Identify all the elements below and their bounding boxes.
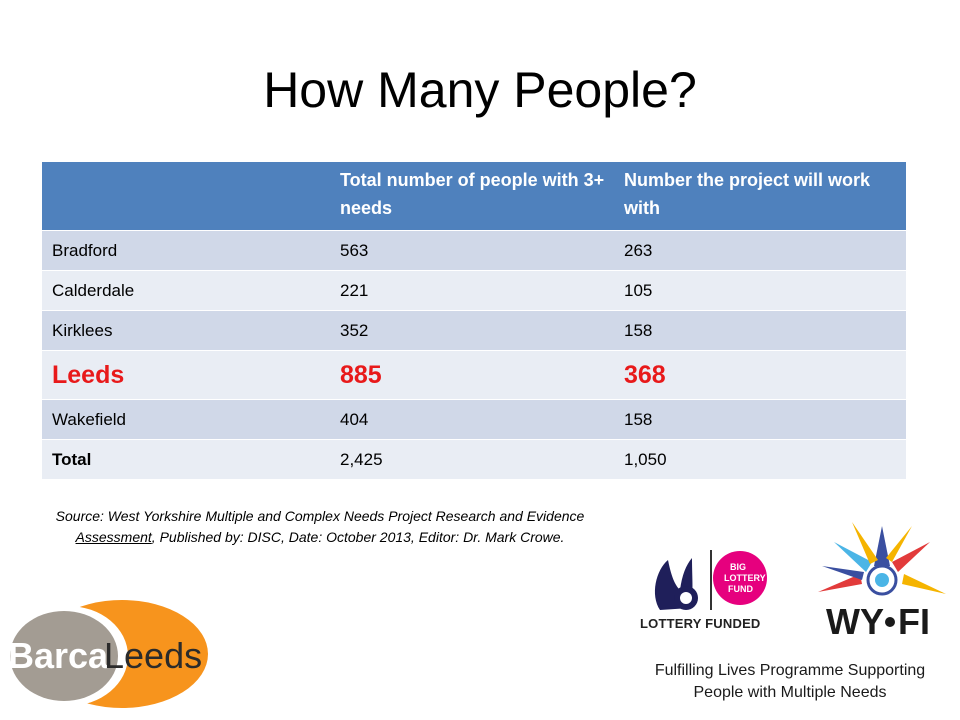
programme-tagline: Fulfilling Lives Programme Supporting Pe… [640,660,940,704]
total-cell: 221 [332,270,620,311]
project-cell: 263 [620,230,906,271]
table-row: Kirklees 352 158 [42,310,906,351]
area-cell: Total [42,439,332,479]
header-total-people: Total number of people with 3+ needs [332,162,620,231]
table-row-highlighted: Leeds 885 368 [42,350,906,400]
source-assessment-link[interactable]: Assessment [75,529,152,545]
table-row: Bradford 563 263 [42,230,906,271]
total-cell: 563 [332,230,620,271]
source-line-2: , Published by: DISC, Date: October 2013… [151,529,565,545]
star-burst-icon [818,522,946,594]
project-cell: 158 [620,310,906,351]
fi-text: FI [898,601,930,642]
total-cell: 404 [332,399,620,440]
project-cell: 158 [620,399,906,440]
wy-text: WY [826,601,884,642]
area-cell: Calderdale [42,270,332,311]
project-cell: 368 [620,350,906,400]
programme-line-2: People with Multiple Needs [693,684,887,701]
project-cell: 105 [620,270,906,311]
area-cell: Bradford [42,230,332,271]
wyfi-logo: WY FI [818,522,946,642]
barcaleeds-logo: Barca Leeds [8,600,208,708]
big-lottery-fund-icon [713,551,767,605]
project-cell: 1,050 [620,439,906,479]
table-row: Wakefield 404 158 [42,399,906,440]
lottery-logo: BIG LOTTERY FUND [654,550,767,610]
total-cell: 885 [332,350,620,400]
area-cell: Kirklees [42,310,332,351]
source-line-1: Source: West Yorkshire Multiple and Comp… [55,508,585,524]
header-project-number: Number the project will work with [620,162,906,231]
leeds-text: Leeds [104,635,202,676]
header-area [42,162,332,231]
source-citation: Source: West Yorkshire Multiple and Comp… [20,506,620,548]
lottery-text: LOTTERY [724,573,766,583]
total-cell: 352 [332,310,620,351]
total-cell: 2,425 [332,439,620,479]
programme-line-1: Fulfilling Lives Programme Supporting [654,662,926,679]
needs-table: Total number of people with 3+ needs Num… [42,162,906,479]
fund-text: FUND [728,584,753,594]
area-cell: Leeds [42,350,332,400]
lottery-funded-label: LOTTERY FUNDED [640,616,761,631]
area-cell: Wakefield [42,399,332,440]
page-title: How Many People? [263,62,697,118]
barca-text: Barca [8,635,109,676]
table-header-row: Total number of people with 3+ needs Num… [42,162,906,231]
crossed-fingers-icon [654,558,698,610]
table-row: Calderdale 221 105 [42,270,906,311]
table-row-total: Total 2,425 1,050 [42,439,906,479]
big-text: BIG [730,562,746,572]
